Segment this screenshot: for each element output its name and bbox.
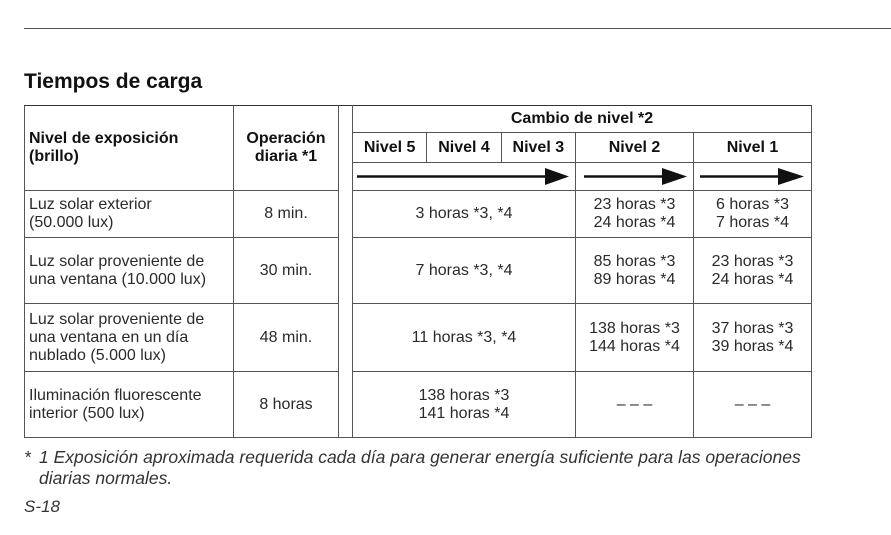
arrow-right-icon <box>700 168 804 185</box>
level-1-cell: 23 horas *3 24 horas *4 <box>693 237 812 304</box>
footnote: * 1 Exposición aproximada requerida cada… <box>24 447 804 489</box>
daily-operation-cell: 8 horas <box>233 371 339 438</box>
arrow-level-1 <box>693 162 812 191</box>
level-1-cell: – – – <box>693 371 812 438</box>
header-exposure-level: Nivel de exposición (brillo) <box>24 105 234 191</box>
levels-5-3-cell: 7 horas *3, *4 <box>352 237 576 304</box>
level-2-cell: – – – <box>575 371 694 438</box>
exposure-cell: Iluminación fluorescente interior (500 l… <box>24 371 234 438</box>
level-1-cell: 6 horas *3 7 horas *4 <box>693 190 812 238</box>
section-heading: Tiempos de carga <box>24 70 203 93</box>
level-1-cell: 37 horas *3 39 horas *4 <box>693 303 812 372</box>
header-level-1: Nivel 1 <box>693 132 812 163</box>
table-row: Luz solar proveniente de una ventana (10… <box>24 237 812 304</box>
exposure-cell: Luz solar proveniente de una ventana (10… <box>24 237 234 304</box>
arrow-levels-5-3 <box>352 162 576 191</box>
level-2-cell: 23 horas *3 24 horas *4 <box>575 190 694 238</box>
charge-times-table: Nivel de exposición (brillo) Operación d… <box>24 105 812 438</box>
daily-operation-cell: 30 min. <box>233 237 339 304</box>
daily-operation-cell: 8 min. <box>233 190 339 238</box>
arrow-right-icon <box>584 168 687 185</box>
header-level-5: Nivel 5 <box>351 132 428 163</box>
table-row: Luz solar exterior (50.000 lux) 8 min. 3… <box>24 190 812 238</box>
levels-5-3-cell: 3 horas *3, *4 <box>352 190 576 238</box>
header-level-3: Nivel 3 <box>500 132 577 163</box>
exposure-cell: Luz solar proveniente de una ventana en … <box>24 303 234 372</box>
header-level-4: Nivel 4 <box>426 132 502 163</box>
header-level-change: Cambio de nivel *2 <box>352 105 812 133</box>
level-2-cell: 138 horas *3 144 horas *4 <box>575 303 694 372</box>
daily-operation-cell: 48 min. <box>233 303 339 372</box>
levels-5-3-cell: 11 horas *3, *4 <box>352 303 576 372</box>
arrow-right-icon <box>357 168 569 185</box>
exposure-cell: Luz solar exterior (50.000 lux) <box>24 190 234 238</box>
column-gap <box>338 105 353 438</box>
top-rule <box>24 28 891 29</box>
arrow-level-2 <box>575 162 694 191</box>
header-daily-operation: Operación diaria *1 <box>233 105 339 191</box>
levels-5-3-cell: 138 horas *3 141 horas *4 <box>352 371 576 438</box>
header-level-2: Nivel 2 <box>575 132 694 163</box>
footnote-text: 1 Exposición aproximada requerida cada d… <box>39 447 801 488</box>
footnote-mark: * <box>24 447 31 467</box>
table-row: Luz solar proveniente de una ventana en … <box>24 303 812 372</box>
table-row: Iluminación fluorescente interior (500 l… <box>24 371 812 438</box>
level-2-cell: 85 horas *3 89 horas *4 <box>575 237 694 304</box>
page-number: S-18 <box>24 497 60 516</box>
